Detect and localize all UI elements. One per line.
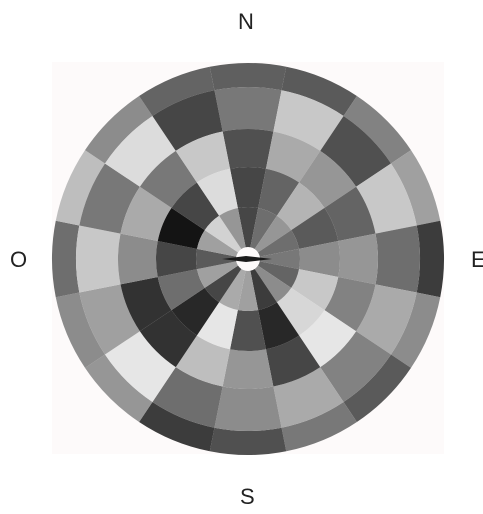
wedge-ring5-sector13 xyxy=(195,248,237,270)
wedge-ring2-sector14 xyxy=(79,163,140,234)
wedge-ring1-sector7 xyxy=(343,354,411,422)
wedge-ring2-sector16 xyxy=(152,90,223,151)
wedge-ring5-sector12 xyxy=(196,261,239,288)
wedge-ring2-sector3 xyxy=(320,115,392,187)
wedge-ring3-sector5 xyxy=(338,233,378,285)
wedge-ring2-sector9 xyxy=(214,386,282,431)
wedge-ring4-sector5 xyxy=(299,241,340,277)
wedge-ring2-sector7 xyxy=(320,331,392,403)
wedge-ring3-sector4 xyxy=(324,186,376,242)
wedge-ring2-sector12 xyxy=(79,284,140,355)
wedge-ring3-sector14 xyxy=(120,186,172,242)
wedge-ring5-sector2 xyxy=(250,207,277,250)
wedge-ring4-sector1 xyxy=(230,167,266,208)
north-label: N xyxy=(238,9,254,34)
wedge-ring2-sector6 xyxy=(356,284,417,355)
wedge-ring1-sector16 xyxy=(139,66,215,116)
wedge-ring2-sector10 xyxy=(152,367,223,428)
wedge-ring5-sector14 xyxy=(196,230,239,257)
south-label: S xyxy=(240,484,255,509)
center-needle xyxy=(222,256,272,262)
wedge-ring4-sector15 xyxy=(171,182,220,231)
wedge-ring1-sector2 xyxy=(281,66,357,116)
wedge-ring4-sector9 xyxy=(230,310,266,351)
wedge-ring4-sector7 xyxy=(276,287,325,336)
wedge-ring5-sector8 xyxy=(250,268,277,311)
wedge-ring4-sector4 xyxy=(291,207,339,249)
wedge-ring3-sector12 xyxy=(120,276,172,332)
west-label: O xyxy=(10,247,28,272)
wedge-ring3-sector9 xyxy=(222,349,274,389)
wedge-ring5-sector7 xyxy=(254,265,292,303)
wedge-ring1-sector15 xyxy=(85,96,153,164)
wedge-ring1-sector14 xyxy=(55,150,105,226)
wedge-ring4-sector6 xyxy=(291,269,339,311)
wedge-ring5-sector10 xyxy=(219,268,246,311)
wedge-ring3-sector3 xyxy=(299,150,357,208)
wedge-ring3-sector6 xyxy=(324,276,376,332)
polar-rings xyxy=(51,62,444,455)
wedge-ring5-sector6 xyxy=(257,261,300,288)
wedge-ring4-sector12 xyxy=(157,269,205,311)
wedge-ring3-sector1 xyxy=(222,129,274,169)
wedge-ring3-sector13 xyxy=(118,233,158,285)
wedge-ring5-sector9 xyxy=(237,270,259,311)
wedge-ring2-sector13 xyxy=(76,225,121,293)
wedge-ring4-sector8 xyxy=(258,302,300,350)
wedge-ring1-sector8 xyxy=(281,402,357,452)
wedge-ring4-sector13 xyxy=(156,241,197,277)
wedge-ring3-sector8 xyxy=(265,335,321,387)
wedge-ring3-sector7 xyxy=(299,310,357,368)
wedge-ring2-sector15 xyxy=(104,115,176,187)
wedge-ring2-sector4 xyxy=(356,163,417,234)
wedge-ring1-sector11 xyxy=(85,354,153,422)
wedge-ring1-sector3 xyxy=(343,96,411,164)
wedge-ring1-sector5 xyxy=(416,220,444,298)
wedge-ring2-sector1 xyxy=(214,87,282,132)
wedge-ring1-sector10 xyxy=(139,402,215,452)
wedge-ring2-sector11 xyxy=(104,331,176,403)
wedge-ring5-sector15 xyxy=(204,215,242,253)
wedge-ring4-sector2 xyxy=(258,168,300,216)
wedge-ring1-sector12 xyxy=(55,292,105,368)
wedge-ring4-sector16 xyxy=(196,168,238,216)
wedge-ring5-sector3 xyxy=(254,215,292,253)
wedge-ring1-sector13 xyxy=(51,220,80,298)
wedge-ring2-sector2 xyxy=(273,90,344,151)
wedge-ring2-sector8 xyxy=(273,367,344,428)
wedge-ring3-sector10 xyxy=(175,335,231,387)
wedge-ring2-sector5 xyxy=(375,225,420,293)
wedge-ring3-sector2 xyxy=(265,131,321,183)
wedge-ring1-sector9 xyxy=(209,427,287,455)
wedge-ring3-sector16 xyxy=(175,131,231,183)
wedge-ring4-sector3 xyxy=(276,182,325,231)
wedge-ring4-sector11 xyxy=(171,287,220,336)
wedge-ring1-sector6 xyxy=(391,292,441,368)
wedge-ring5-sector4 xyxy=(257,230,300,257)
east-label: E xyxy=(471,247,483,272)
wedge-ring5-sector5 xyxy=(259,248,300,270)
wedge-ring5-sector11 xyxy=(204,265,242,303)
wedge-ring4-sector10 xyxy=(196,302,238,350)
wedge-ring5-sector16 xyxy=(219,207,246,250)
wedge-ring4-sector14 xyxy=(157,207,205,249)
wedge-ring3-sector11 xyxy=(139,310,197,368)
wedge-ring5-sector1 xyxy=(237,206,259,248)
wedge-ring1-sector1 xyxy=(209,62,287,91)
wedge-ring3-sector15 xyxy=(139,150,197,208)
wedge-ring1-sector4 xyxy=(391,150,441,226)
